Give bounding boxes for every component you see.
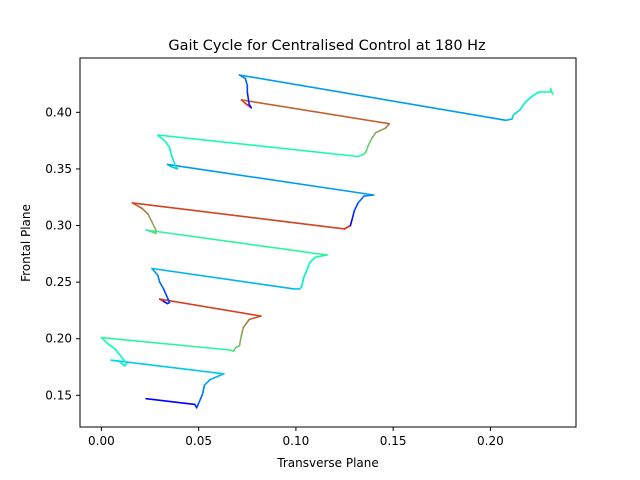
y-tick-label: 0.15 — [45, 388, 72, 402]
trajectory-segment — [357, 195, 365, 204]
y-axis-label: Frontal Plane — [19, 204, 33, 282]
x-tick-label: 0.05 — [185, 434, 212, 448]
trajectory-segment — [164, 141, 171, 149]
trajectory-segment — [131, 202, 346, 230]
trajectory-segment — [145, 229, 328, 256]
trajectory-segment — [248, 315, 262, 321]
y-tick-label: 0.30 — [45, 219, 72, 233]
chart-title: Gait Cycle for Centralised Control at 18… — [168, 38, 485, 54]
trajectory-segment — [353, 202, 359, 212]
trajectory-segment — [114, 348, 128, 365]
trajectory — [100, 74, 554, 409]
trajectory-segment — [343, 224, 352, 230]
trajectory-segment — [244, 77, 249, 86]
trajectory-segment — [201, 384, 206, 396]
y-tick-label: 0.25 — [45, 275, 72, 289]
trajectory-segment — [349, 217, 354, 227]
trajectory-segment — [306, 262, 311, 270]
trajectory-segment — [158, 281, 165, 290]
trajectory-segment — [118, 360, 126, 367]
trajectory-segment — [110, 359, 225, 375]
trajectory-segment — [145, 397, 196, 406]
plot-frame — [79, 57, 577, 428]
trajectory-segment — [157, 134, 359, 158]
trajectory-segment — [384, 122, 391, 129]
trajectory-segment — [147, 213, 153, 223]
trajectory-segment — [374, 127, 387, 134]
trajectory-segment — [197, 393, 204, 405]
trajectory-segment — [240, 99, 247, 105]
x-axis: 0.00 0.05 0.10 0.15 0.20 — [88, 427, 504, 448]
trajectory-segment — [512, 109, 521, 116]
x-tick-label: 0.15 — [380, 434, 407, 448]
y-axis: 0.15 0.20 0.25 0.30 0.35 0.40 — [45, 105, 80, 402]
trajectory-segment — [238, 74, 507, 122]
trajectory-segment — [157, 134, 167, 143]
trajectory-segment — [246, 91, 250, 106]
trajectory-segment — [240, 326, 245, 337]
trajectory-segment — [365, 145, 369, 153]
trajectory-segment — [505, 118, 513, 122]
trajectory-segment — [242, 318, 250, 329]
trajectory-segment — [549, 87, 554, 95]
trajectory-segment — [203, 378, 212, 386]
trajectory-segment — [110, 359, 120, 363]
trajectory-segment — [151, 267, 159, 277]
y-tick-label: 0.20 — [45, 332, 72, 346]
trajectory-segment — [100, 336, 108, 345]
trajectory-segment — [209, 372, 225, 381]
trajectory-segment — [157, 274, 161, 283]
trajectory-segment — [158, 298, 262, 317]
trajectory-segment — [370, 131, 377, 140]
trajectory-segment — [106, 342, 116, 350]
y-tick-label: 0.35 — [45, 162, 72, 176]
trajectory-segment — [168, 146, 173, 157]
trajectory-segment — [151, 267, 295, 290]
trajectory-segment — [308, 256, 317, 264]
y-tick-label: 0.40 — [45, 105, 72, 119]
trajectory-segment — [302, 267, 309, 279]
trajectory-segment — [518, 101, 527, 111]
trajectory-segment — [149, 230, 157, 235]
trajectory-segment — [351, 210, 356, 220]
trajectory-segment — [151, 221, 157, 231]
trajectory-segment — [100, 336, 231, 351]
x-tick-label: 0.20 — [477, 434, 504, 448]
trajectory-segment — [195, 402, 200, 409]
trajectory-segment — [300, 276, 305, 288]
trajectory-segment — [141, 207, 149, 215]
x-axis-label: Transverse Plane — [276, 456, 379, 470]
trajectory-segment — [532, 91, 540, 97]
trajectory-segment — [166, 163, 375, 196]
x-tick-label: 0.10 — [283, 434, 310, 448]
trajectory-segment — [357, 153, 365, 158]
trajectory-segment — [367, 137, 373, 148]
trajectory-segment — [524, 94, 535, 103]
x-tick-label: 0.00 — [88, 434, 115, 448]
trajectory-segment — [510, 113, 515, 120]
trajectory-segment — [170, 154, 177, 167]
trajectory-segment — [240, 99, 391, 125]
trajectory-segment — [238, 334, 243, 347]
trajectory-segment — [162, 288, 171, 304]
